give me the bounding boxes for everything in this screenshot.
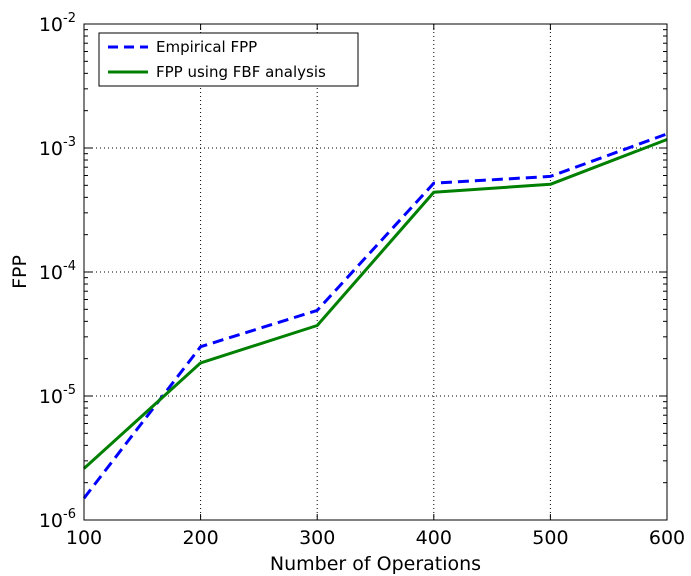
y-axis-label: FPP bbox=[9, 255, 31, 289]
axis-ticks bbox=[83, 23, 668, 521]
legend-label-empirical: Empirical FPP bbox=[156, 38, 257, 56]
x-tick-label: 100 bbox=[66, 527, 102, 549]
x-tick-label: 500 bbox=[532, 527, 568, 549]
y-tick-label: 10-3 bbox=[39, 135, 76, 160]
legend: Empirical FPP FPP using FBF analysis bbox=[98, 32, 359, 87]
x-tick-label: 200 bbox=[182, 527, 218, 549]
y-tick-label: 10-2 bbox=[39, 11, 76, 36]
x-tick-labels: 100 200 300 400 500 600 bbox=[66, 527, 685, 549]
x-tick-label: 600 bbox=[649, 527, 685, 549]
x-axis-label: Number of Operations bbox=[270, 553, 481, 575]
series-fbf-line bbox=[82, 138, 668, 470]
legend-label-fbf: FPP using FBF analysis bbox=[156, 63, 326, 81]
y-tick-label: 10-6 bbox=[39, 507, 76, 532]
y-tick-labels: 10-6 10-5 10-4 10-3 10-2 bbox=[39, 11, 76, 532]
x-tick-label: 300 bbox=[299, 527, 335, 549]
y-tick-label: 10-5 bbox=[39, 383, 76, 408]
legend-box bbox=[98, 32, 359, 87]
series-lines bbox=[82, 132, 668, 500]
series-empirical-line bbox=[82, 132, 668, 500]
y-tick-label: 10-4 bbox=[39, 259, 76, 284]
plot-frame bbox=[83, 23, 668, 521]
grid-lines bbox=[84, 24, 667, 520]
x-tick-label: 400 bbox=[416, 527, 452, 549]
